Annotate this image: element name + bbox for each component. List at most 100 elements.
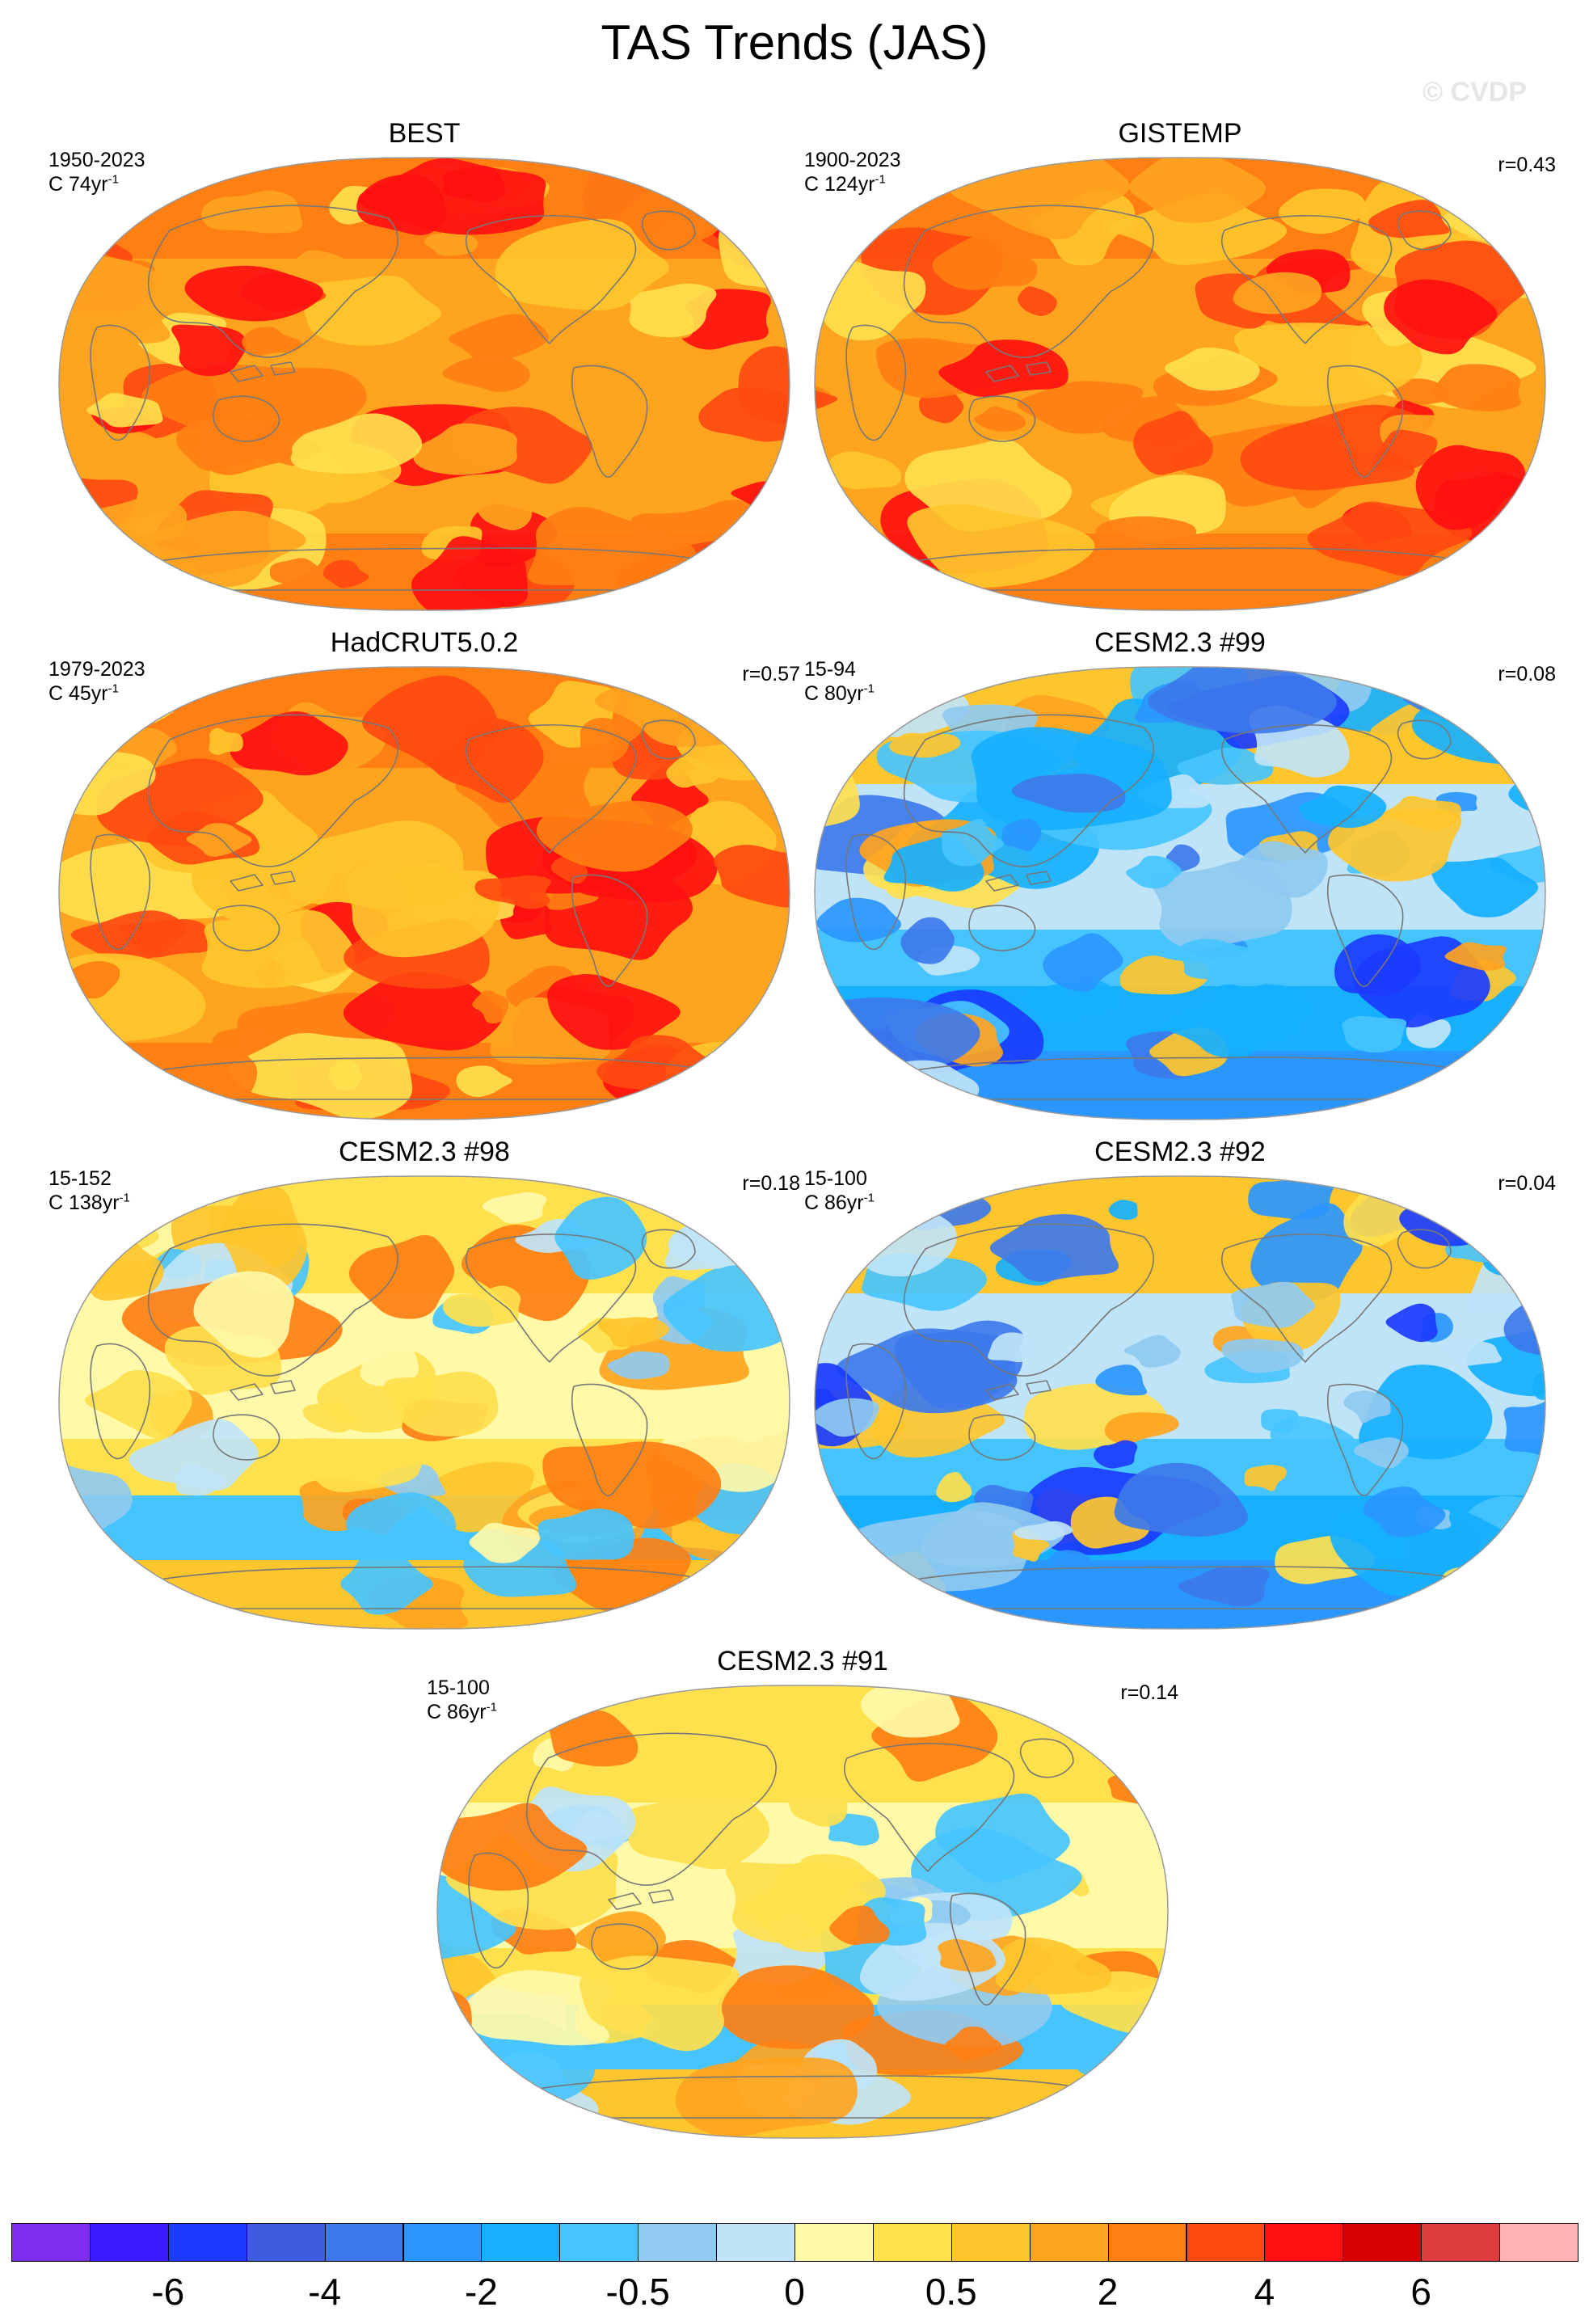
map-contour-patch	[1457, 1196, 1536, 1241]
map-border	[814, 157, 1546, 611]
map-contour-patch	[1244, 1465, 1288, 1491]
map-panel-cesm-92: CESM2.3 #92 15-100 C 86yr-1 r=0.04	[804, 1136, 1556, 1637]
panel-title: HadCRUT5.0.2	[330, 627, 519, 658]
map-contour-patch	[1240, 404, 1424, 491]
map-contour-patch	[927, 1353, 974, 1390]
colorbar-swatch	[403, 2223, 483, 2262]
map-contour-patch	[191, 843, 341, 923]
panel-period-label: 1950-2023 C 74yr-1	[48, 148, 145, 196]
panel-length: C 80yr-1	[804, 681, 875, 705]
map-contour-patch	[482, 1192, 547, 1224]
map-contour-patch	[1229, 323, 1423, 407]
map-contour-patch	[1359, 1364, 1493, 1460]
panel-title: GISTEMP	[1118, 118, 1242, 149]
map-contour-patch	[1233, 272, 1322, 314]
map-contour-patch	[786, 1774, 848, 1827]
map-contour-patch	[1114, 1462, 1248, 1537]
map-contour-patch	[609, 1727, 723, 1803]
colorbar-swatch	[1029, 2223, 1109, 2262]
map-contour-patch	[1307, 501, 1473, 576]
coastline	[571, 874, 648, 988]
coastline	[213, 395, 280, 442]
map-contour-patch	[1085, 2091, 1168, 2138]
map-contour-patch	[201, 909, 356, 989]
coastline	[90, 324, 151, 441]
map-contour-patch	[1095, 516, 1204, 572]
map-contour-patch	[944, 2027, 1001, 2060]
coastline	[90, 1343, 151, 1460]
map-contour-patch	[580, 1955, 740, 2052]
map-contour-patch	[550, 1710, 639, 1767]
map-contour-patch	[1415, 445, 1526, 530]
coastline	[1019, 1738, 1074, 1778]
coastline	[1221, 724, 1393, 854]
robinson-map	[814, 666, 1546, 1120]
map-contour-patch	[184, 265, 323, 322]
map-contour-patch	[469, 1522, 541, 1563]
coastline	[641, 210, 696, 251]
map-contour-patch	[1022, 1550, 1111, 1618]
map-contour-patch	[1384, 795, 1462, 830]
coastline	[903, 714, 1154, 867]
colorbar-tick-label: -6	[151, 2271, 185, 2313]
panel-correlation: r=0.04	[1498, 1172, 1556, 1195]
map-contour-patch	[301, 275, 441, 346]
map-contour-patch	[1014, 1521, 1073, 1541]
map-contour-patch	[733, 902, 769, 922]
colorbar-swatch	[246, 2223, 326, 2262]
colorbar-swatch	[794, 2223, 874, 2262]
map-contour-patch	[1125, 855, 1182, 889]
map-contour-patch	[725, 1862, 886, 1943]
map-contour-patch	[1278, 188, 1367, 234]
map-contour-patch	[1133, 411, 1213, 475]
map-contour-patch	[1106, 1691, 1168, 1725]
panel-length: C 124yr-1	[804, 172, 886, 196]
map-contour-patch	[59, 1504, 96, 1533]
map-panel-cesm-91: CESM2.3 #91 15-100 C 86yr-1 r=0.14	[427, 1645, 1178, 2146]
map-contour-patch	[1129, 158, 1266, 223]
map-contour-patch	[537, 1508, 634, 1560]
map-contour-patch	[536, 800, 693, 872]
panel-years: 1950-2023	[48, 149, 145, 171]
map-contour-patch	[936, 1472, 972, 1503]
map-contour-patch	[1104, 1412, 1179, 1445]
map-contour-patch	[495, 218, 669, 311]
colorbar-tick-label: -2	[464, 2271, 498, 2313]
coastline	[641, 719, 696, 760]
map-contour-patch	[229, 711, 348, 776]
map-contour-patch	[1233, 841, 1328, 898]
map-contour-patch	[607, 1351, 670, 1380]
map-contour-patch	[475, 484, 533, 531]
map-border	[814, 1175, 1546, 1630]
map-contour-patch	[59, 1540, 120, 1575]
panel-correlation: r=0.57	[742, 663, 800, 685]
map-contour-patch	[441, 166, 506, 203]
coastline	[1221, 1234, 1393, 1363]
coastline	[985, 365, 1019, 382]
coastline	[230, 365, 263, 382]
map-contour-patch	[1432, 364, 1521, 412]
coastline	[270, 1380, 296, 1394]
map-contour-patch	[1299, 785, 1387, 829]
map-border	[58, 157, 790, 611]
coastline	[985, 1383, 1019, 1401]
map-contour-patch	[622, 1790, 770, 1870]
map-contour-patch	[302, 1401, 360, 1433]
coastline	[1326, 874, 1404, 988]
map-contour-patch	[346, 858, 502, 958]
map-contour-patch	[554, 1196, 647, 1280]
map-contour-patch	[59, 1224, 120, 1263]
coastline	[903, 1223, 1154, 1377]
map-contour-patch	[59, 1528, 85, 1586]
map-contour-patch	[1178, 938, 1287, 987]
map-contour-patch	[988, 1332, 1033, 1363]
map-contour-patch	[1023, 978, 1119, 1025]
panel-years: 15-100	[427, 1677, 490, 1699]
panel-period-label: 15-94 C 80yr-1	[804, 657, 875, 706]
map-contour-patch	[1444, 942, 1507, 971]
colorbar-tick-label: 4	[1254, 2271, 1275, 2313]
map-contour-patch	[346, 1492, 456, 1560]
map-contour-patch	[1177, 747, 1274, 785]
map-contour-patch	[900, 917, 955, 964]
map-contour-patch	[1391, 378, 1449, 406]
